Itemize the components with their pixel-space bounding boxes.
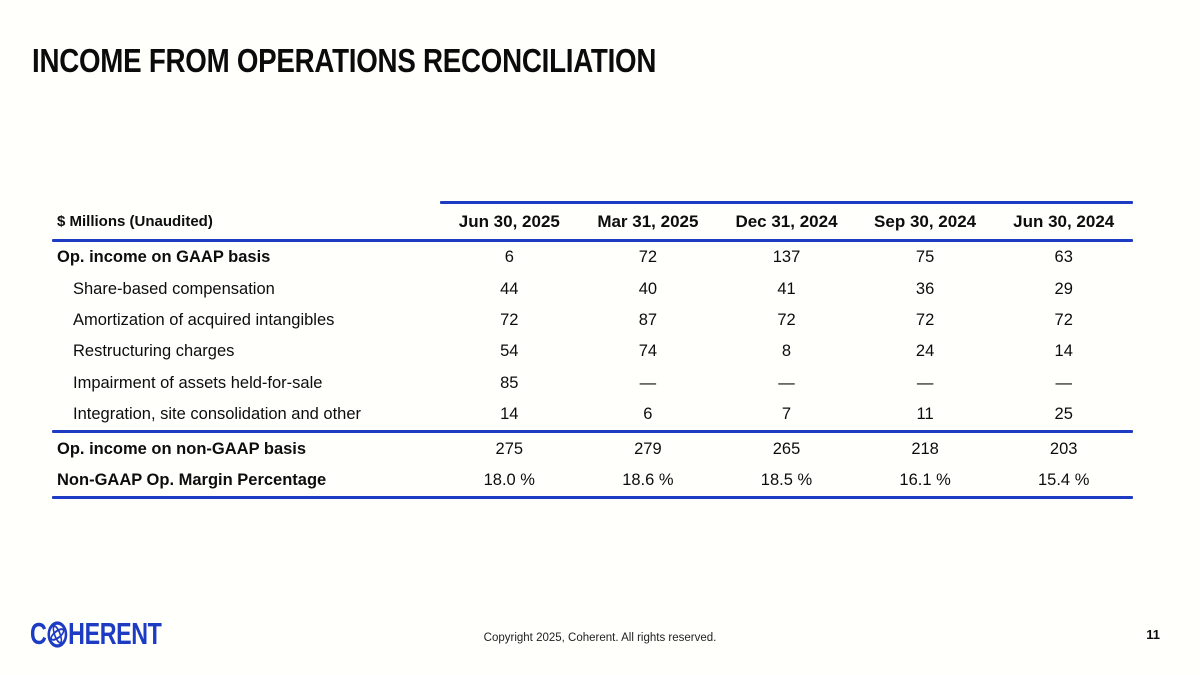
coherent-globe-icon <box>47 620 68 648</box>
cell-value: 18.0 % <box>483 471 535 490</box>
cell-value: 54 <box>500 342 519 361</box>
cell-value: 275 <box>495 439 524 458</box>
cell-value: 6 <box>643 405 653 424</box>
header-rule <box>52 239 1133 242</box>
cell-value: 72 <box>915 310 935 329</box>
cell-value: 265 <box>772 439 801 458</box>
logo-text-prefix: C <box>30 616 47 651</box>
cell-value: 7 <box>781 405 792 424</box>
cell-value: 6 <box>504 248 514 267</box>
cell-value: 72 <box>1054 310 1073 329</box>
row-label: Impairment of assets held-for-sale <box>73 373 323 392</box>
subtotal-rule <box>52 430 1133 434</box>
cell-value: 72 <box>777 310 796 329</box>
row-label: Non-GAAP Op. Margin Percentage <box>57 471 327 490</box>
cell-value: 18.5 % <box>760 471 813 490</box>
page-number: 11 <box>1146 627 1160 642</box>
table-row-amortization: Amortization of acquired intangibles 72 … <box>52 305 1133 336</box>
cell-value: — <box>778 373 795 392</box>
cell-value: 25 <box>1054 405 1073 424</box>
cell-value: 218 <box>911 439 939 458</box>
row-label: Integration, site consolidation and othe… <box>73 405 362 424</box>
column-header-sep-30-2024: Sep 30, 2024 <box>874 211 977 231</box>
cell-value: 36 <box>915 279 935 298</box>
table-corner-label: $ Millions (Unaudited) <box>57 213 213 230</box>
cell-value: 72 <box>500 310 519 329</box>
cell-value: — <box>916 373 934 392</box>
column-header-mar-31-2025: Mar 31, 2025 <box>597 211 699 231</box>
cell-value: 14 <box>500 405 519 424</box>
cell-value: 87 <box>638 310 658 329</box>
table-row-restructuring: Restructuring charges 54 74 8 24 14 <box>52 336 1133 367</box>
cell-value: 16.1 % <box>899 471 951 490</box>
cell-value: 18.6 % <box>622 471 674 490</box>
table-bottom-rule <box>52 496 1133 500</box>
row-label: Op. income on non-GAAP basis <box>57 439 307 458</box>
cell-value: 41 <box>777 279 796 298</box>
table-row-non-gaap-margin: Non-GAAP Op. Margin Percentage 18.0 % 18… <box>52 465 1133 497</box>
table-top-rule <box>440 201 1133 204</box>
cell-value: 24 <box>915 342 935 361</box>
row-label: Op. income on GAAP basis <box>57 248 271 267</box>
cell-value: 72 <box>638 248 658 267</box>
cell-value: 279 <box>634 439 662 458</box>
logo-text-suffix: HERENT <box>68 616 162 651</box>
row-label: Share-based compensation <box>73 279 275 298</box>
cell-value: 14 <box>1054 342 1073 361</box>
copyright-notice: Copyright 2025, Coherent. All rights res… <box>483 632 717 644</box>
table-row-share-based-compensation: Share-based compensation 44 40 41 36 29 <box>52 273 1133 304</box>
cell-value: 63 <box>1054 248 1073 267</box>
cell-value: 203 <box>1049 439 1078 458</box>
page-title: INCOME FROM OPERATIONS RECONCILIATION <box>32 42 657 79</box>
cell-value: 74 <box>638 342 658 361</box>
cell-value: 85 <box>500 373 519 392</box>
column-header-jun-30-2025: Jun 30, 2025 <box>458 211 560 231</box>
column-header-jun-30-2024: Jun 30, 2024 <box>1013 211 1115 231</box>
cell-value: 11 <box>916 405 934 424</box>
reconciliation-table: $ Millions (Unaudited) Jun 30, 2025 Mar … <box>52 201 1133 500</box>
cell-value: 137 <box>772 248 801 267</box>
cell-value: — <box>1055 373 1072 392</box>
column-header-dec-31-2024: Dec 31, 2024 <box>735 211 838 231</box>
cell-value: 15.4 % <box>1038 471 1090 490</box>
row-label: Amortization of acquired intangibles <box>73 310 335 329</box>
table-row-impairment: Impairment of assets held-for-sale 85 — … <box>52 368 1133 399</box>
table-row-non-gaap-income: Op. income on non-GAAP basis 275 279 265… <box>52 433 1133 465</box>
cell-value: 29 <box>1054 279 1073 298</box>
cell-value: 40 <box>638 279 658 298</box>
cell-value: — <box>639 373 657 392</box>
cell-value: 8 <box>781 342 792 361</box>
coherent-logo: C HERENT <box>30 616 162 652</box>
table-row-integration: Integration, site consolidation and othe… <box>52 399 1133 430</box>
cell-value: 75 <box>915 248 935 267</box>
row-label: Restructuring charges <box>73 342 235 361</box>
table-header-row: $ Millions (Unaudited) Jun 30, 2025 Mar … <box>52 204 1133 239</box>
table-row-gaap-income: Op. income on GAAP basis 6 72 137 75 63 <box>52 242 1133 273</box>
cell-value: 44 <box>500 279 519 298</box>
